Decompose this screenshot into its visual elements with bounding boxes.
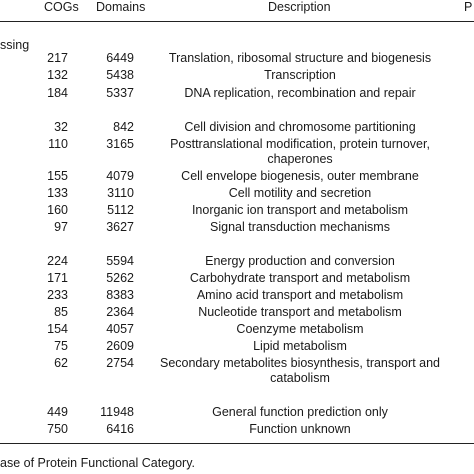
cell-cogs: 750 — [47, 422, 68, 436]
cell-description: Transcription — [264, 68, 336, 82]
cell-cogs: 171 — [47, 271, 68, 285]
cell-description-continued: catabolism — [270, 371, 330, 385]
cell-description: General function prediction only — [212, 405, 388, 419]
cell-description: Carbohydrate transport and metabolism — [189, 271, 411, 285]
cell-description: Inorganic ion transport and metabolism — [191, 203, 409, 217]
cell-description: Coenzyme metabolism — [236, 322, 364, 336]
cell-cogs: 133 — [47, 186, 68, 200]
cell-domains: 8383 — [106, 288, 134, 302]
cell-description: Secondary metabolites biosynthesis, tran… — [159, 356, 441, 370]
cell-domains: 6449 — [106, 51, 134, 65]
cell-domains: 3165 — [106, 137, 134, 151]
cell-domains: 2609 — [106, 339, 134, 353]
cell-cogs: 154 — [47, 322, 68, 336]
cell-cogs: 62 — [54, 356, 68, 370]
cell-description: Function unknown — [249, 422, 351, 436]
cell-cogs: 233 — [47, 288, 68, 302]
cell-domains: 4079 — [106, 169, 134, 183]
cell-cogs: 75 — [54, 339, 68, 353]
cell-description: Translation, ribosomal structure and bio… — [168, 51, 432, 65]
cell-domains: 842 — [113, 120, 134, 134]
section-label: ssing — [0, 38, 30, 52]
cell-description: Posttranslational modification, protein … — [170, 137, 430, 151]
cell-cogs: 85 — [54, 305, 68, 319]
cell-cogs: 132 — [47, 68, 68, 82]
cell-cogs: 224 — [47, 254, 68, 268]
cell-domains: 2754 — [106, 356, 134, 370]
header-domains: Domains — [96, 0, 146, 14]
cell-description: Energy production and conversion — [205, 254, 395, 268]
cell-domains: 5594 — [106, 254, 134, 268]
cell-domains: 11948 — [100, 405, 134, 419]
cell-description: Cell motility and secretion — [228, 186, 372, 200]
cell-cogs: 32 — [54, 120, 68, 134]
header-p: P — [464, 0, 473, 14]
cell-description: Cell envelope biogenesis, outer membrane — [181, 169, 419, 183]
cell-cogs: 449 — [47, 405, 68, 419]
cell-cogs: 155 — [47, 169, 68, 183]
cell-description: DNA replication, recombination and repai… — [184, 86, 416, 100]
cell-description: Amino acid transport and metabolism — [196, 288, 404, 302]
cell-domains: 4057 — [106, 322, 134, 336]
table-bottom-rule — [0, 443, 474, 444]
cell-cogs: 217 — [47, 51, 68, 65]
cell-description: Nucleotide transport and metabolism — [198, 305, 402, 319]
cell-description-continued: chaperones — [267, 152, 333, 166]
cell-domains: 5262 — [106, 271, 134, 285]
cell-domains: 5438 — [106, 68, 134, 82]
cell-cogs: 160 — [47, 203, 68, 217]
cell-domains: 2364 — [106, 305, 134, 319]
cell-domains: 5112 — [107, 203, 134, 217]
header-cogs: COGs — [44, 0, 79, 14]
cell-description: Signal transduction mechanisms — [210, 220, 390, 234]
cell-domains: 5337 — [106, 86, 134, 100]
cell-domains: 3110 — [107, 186, 134, 200]
cell-description: Cell division and chromosome partitionin… — [184, 120, 416, 134]
cell-cogs: 97 — [54, 220, 68, 234]
cell-domains: 3627 — [106, 220, 134, 234]
table-caption: ase of Protein Functional Category. — [0, 456, 196, 470]
header-description: Description — [268, 0, 331, 14]
cell-cogs: 184 — [47, 86, 68, 100]
cell-description: Lipid metabolism — [253, 339, 347, 353]
table-top-rule — [0, 21, 474, 22]
cell-domains: 6416 — [106, 422, 134, 436]
cell-cogs: 110 — [48, 137, 68, 151]
